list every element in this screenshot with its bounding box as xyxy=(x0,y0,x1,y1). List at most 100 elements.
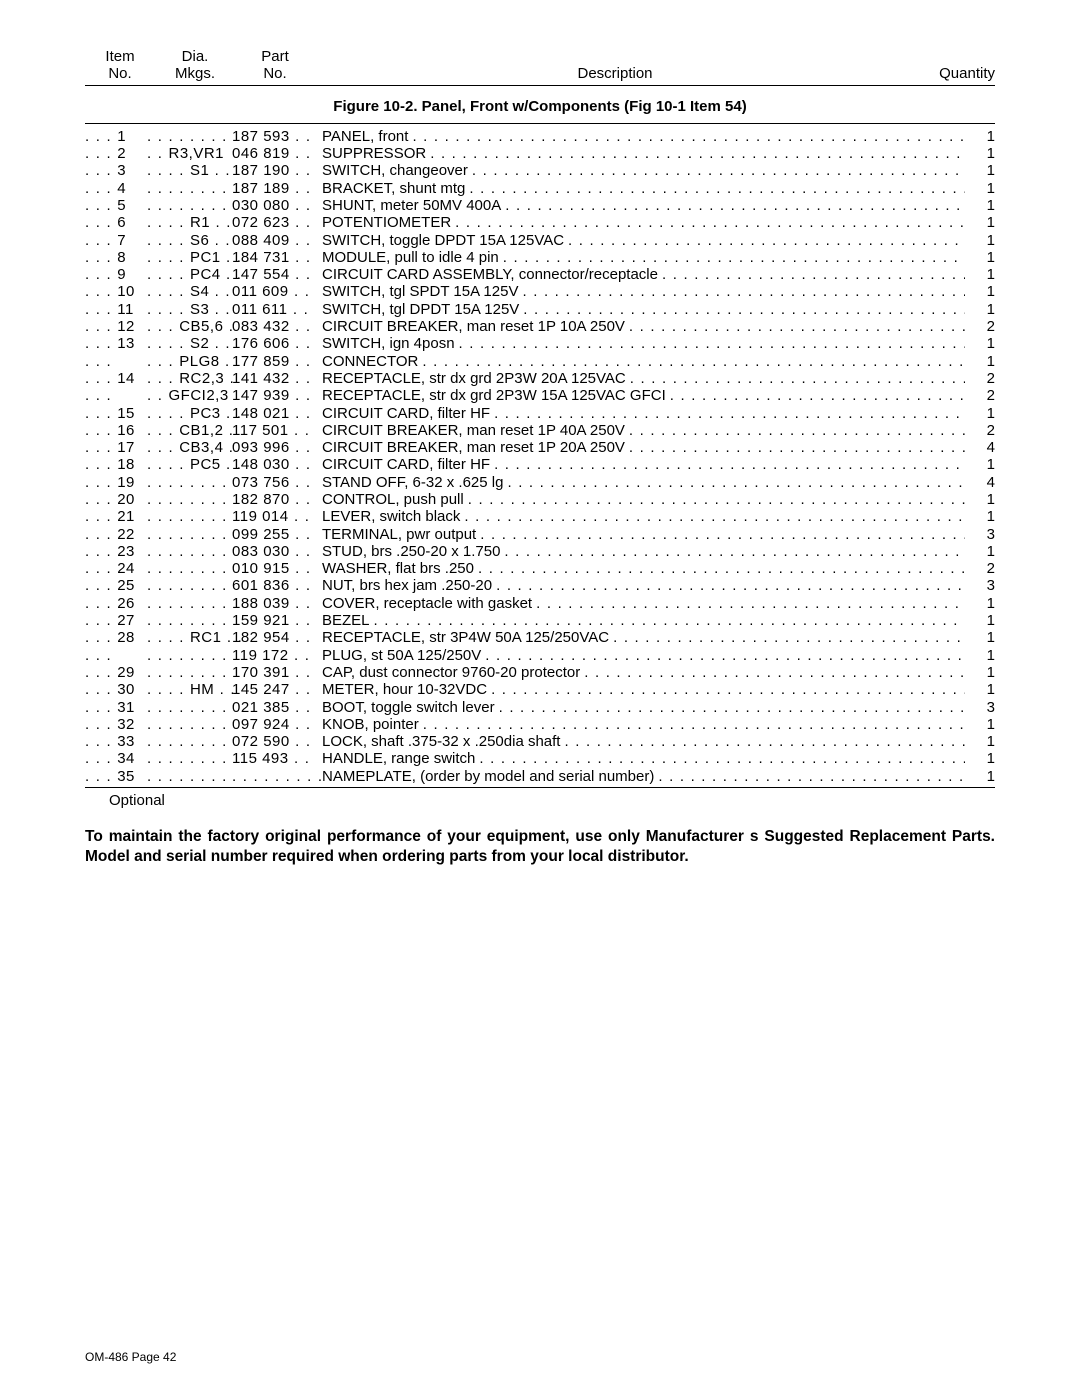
cell-dia: . . . . S3 . . xyxy=(147,301,232,318)
cell-dia: . . . CB1,2 . xyxy=(147,422,232,439)
cell-item: . . . 11 xyxy=(85,301,147,318)
cell-dia: . . GFCI2,3 xyxy=(147,387,232,404)
table-row: . . . 6. . . . R1 . . 072 623 . . POTENT… xyxy=(85,214,995,231)
cell-qty: 1 xyxy=(965,716,995,733)
cell-item: . . . 19 xyxy=(85,474,147,491)
cell-dia: . . . . . . . . xyxy=(147,647,232,664)
cell-qty: 1 xyxy=(965,353,995,370)
table-row: . . . 34. . . . . . . . 115 493 . . HAND… xyxy=(85,750,995,767)
cell-item: . . . 25 xyxy=(85,577,147,594)
cell-dia: . . . CB3,4 . xyxy=(147,439,232,456)
cell-item: . . . 24 xyxy=(85,560,147,577)
cell-part: 177 859 . . xyxy=(232,353,322,370)
cell-item: . . . 3 xyxy=(85,162,147,179)
cell-part: 187 190 . . xyxy=(232,162,322,179)
cell-qty: 1 xyxy=(965,214,995,231)
cell-item: . . . xyxy=(85,387,147,404)
cell-part: 021 385 . . xyxy=(232,699,322,716)
cell-part: 182 870 . . xyxy=(232,491,322,508)
header-qty-label: Quantity xyxy=(939,65,995,82)
table-row: . . . 26. . . . . . . . 188 039 . . COVE… xyxy=(85,595,995,612)
cell-qty: 1 xyxy=(965,232,995,249)
cell-part: 601 836 . . xyxy=(232,577,322,594)
cell-desc: CONTROL, push pull. . . . . . . . . . . … xyxy=(322,491,965,508)
cell-desc: LEVER, switch black. . . . . . . . . . .… xyxy=(322,508,965,525)
table-row: . . . 12. . . CB5,6 . 083 432 . . CIRCUI… xyxy=(85,318,995,335)
table-row: . . . . . . . . . . . 119 172 . . PLUG, … xyxy=(85,647,995,664)
cell-item: . . . 31 xyxy=(85,699,147,716)
header-dia-top: Dia. xyxy=(155,48,235,65)
table-row: . . . 16. . . CB1,2 . 117 501 . . CIRCUI… xyxy=(85,422,995,439)
cell-desc: COVER, receptacle with gasket. . . . . .… xyxy=(322,595,965,612)
table-row: . . . 30. . . . HM . . 145 247 . . METER… xyxy=(85,681,995,698)
table-row: . . . 11. . . . S3 . . 011 611 . . SWITC… xyxy=(85,301,995,318)
table-row: . . . 8. . . . PC1 . . 184 731 . . MODUL… xyxy=(85,249,995,266)
table-row: . . . 20. . . . . . . . 182 870 . . CONT… xyxy=(85,491,995,508)
cell-part: 188 039 . . xyxy=(232,595,322,612)
table-row: . . . . . GFCI2,3 147 939 . . RECEPTACLE… xyxy=(85,387,995,404)
cell-part: 083 030 . . xyxy=(232,543,322,560)
rule-top xyxy=(85,123,995,124)
cell-desc: CIRCUIT BREAKER, man reset 1P 10A 250V. … xyxy=(322,318,965,335)
table-row: . . . 15. . . . PC3 . . 148 021 . . CIRC… xyxy=(85,405,995,422)
header-qty: Quantity xyxy=(915,48,995,83)
rule-bottom xyxy=(85,787,995,788)
cell-qty: 1 xyxy=(965,612,995,629)
cell-desc: METER, hour 10-32VDC. . . . . . . . . . … xyxy=(322,681,965,698)
cell-desc: CIRCUIT CARD, filter HF. . . . . . . . .… xyxy=(322,405,965,422)
cell-qty: 3 xyxy=(965,699,995,716)
table-row: . . . 32. . . . . . . . 097 924 . . KNOB… xyxy=(85,716,995,733)
cell-part: 099 255 . . xyxy=(232,526,322,543)
cell-part: 046 819 . . xyxy=(232,145,322,162)
cell-qty: 1 xyxy=(965,283,995,300)
cell-dia: . . . RC2,3 . xyxy=(147,370,232,387)
cell-dia: . . . . S6 . . xyxy=(147,232,232,249)
table-row: . . . 1. . . . . . . . 187 593 . . PANEL… xyxy=(85,128,995,145)
cell-qty: 1 xyxy=(965,266,995,283)
cell-qty: 1 xyxy=(965,456,995,473)
table-row: . . . 4. . . . . . . . 187 189 . . BRACK… xyxy=(85,180,995,197)
cell-desc: LOCK, shaft .375-32 x .250dia shaft. . .… xyxy=(322,733,965,750)
cell-qty: 1 xyxy=(965,681,995,698)
cell-qty: 2 xyxy=(965,318,995,335)
header-item: Item No. xyxy=(85,48,155,83)
cell-dia: . . . . PC1 . . xyxy=(147,249,232,266)
cell-desc: SWITCH, ign 4posn. . . . . . . . . . . .… xyxy=(322,335,965,352)
cell-dia: . . . . S2 . . xyxy=(147,335,232,352)
cell-qty: 1 xyxy=(965,543,995,560)
table-row: . . . 19. . . . . . . . 073 756 . . STAN… xyxy=(85,474,995,491)
cell-desc: HANDLE, range switch. . . . . . . . . . … xyxy=(322,750,965,767)
cell-part: 141 432 . . xyxy=(232,370,322,387)
cell-item: . . . 30 xyxy=(85,681,147,698)
cell-desc: KNOB, pointer. . . . . . . . . . . . . .… xyxy=(322,716,965,733)
table-row: . . . 31. . . . . . . . 021 385 . . BOOT… xyxy=(85,699,995,716)
cell-dia: . . . . . . . . xyxy=(147,699,232,716)
cell-desc: SUPPRESSOR. . . . . . . . . . . . . . . … xyxy=(322,145,965,162)
header-item-top: Item xyxy=(85,48,155,65)
cell-part: 145 247 . . xyxy=(232,681,322,698)
cell-qty: 3 xyxy=(965,577,995,594)
header-dia: Dia. Mkgs. xyxy=(155,48,235,83)
cell-dia: . . . . . . . . xyxy=(147,543,232,560)
cell-desc: SWITCH, tgl DPDT 15A 125V. . . . . . . .… xyxy=(322,301,965,318)
cell-dia: . . . . S4 . . xyxy=(147,283,232,300)
table-row: . . . 28. . . . RC1 . . 182 954 . . RECE… xyxy=(85,629,995,646)
cell-qty: 1 xyxy=(965,664,995,681)
cell-qty: 1 xyxy=(965,180,995,197)
cell-desc: RECEPTACLE, str dx grd 2P3W 15A 125VAC G… xyxy=(322,387,965,404)
cell-part: 176 606 . . xyxy=(232,335,322,352)
cell-item: . . . 4 xyxy=(85,180,147,197)
cell-desc: NUT, brs hex jam .250-20. . . . . . . . … xyxy=(322,577,965,594)
cell-part: 117 501 . . xyxy=(232,422,322,439)
cell-part: 170 391 . . xyxy=(232,664,322,681)
cell-desc: PANEL, front. . . . . . . . . . . . . . … xyxy=(322,128,965,145)
cell-desc: CIRCUIT CARD, filter HF. . . . . . . . .… xyxy=(322,456,965,473)
cell-desc: BEZEL. . . . . . . . . . . . . . . . . .… xyxy=(322,612,965,629)
cell-desc: STUD, brs .250-20 x 1.750. . . . . . . .… xyxy=(322,543,965,560)
table-row: . . . 29. . . . . . . . 170 391 . . CAP,… xyxy=(85,664,995,681)
cell-desc: PLUG, st 50A 125/250V. . . . . . . . . .… xyxy=(322,647,965,664)
cell-desc: SHUNT, meter 50MV 400A. . . . . . . . . … xyxy=(322,197,965,214)
cell-dia: . . . . PC5 . . xyxy=(147,456,232,473)
page-footer: OM-486 Page 42 xyxy=(85,1351,176,1365)
cell-item: . . . 33 xyxy=(85,733,147,750)
